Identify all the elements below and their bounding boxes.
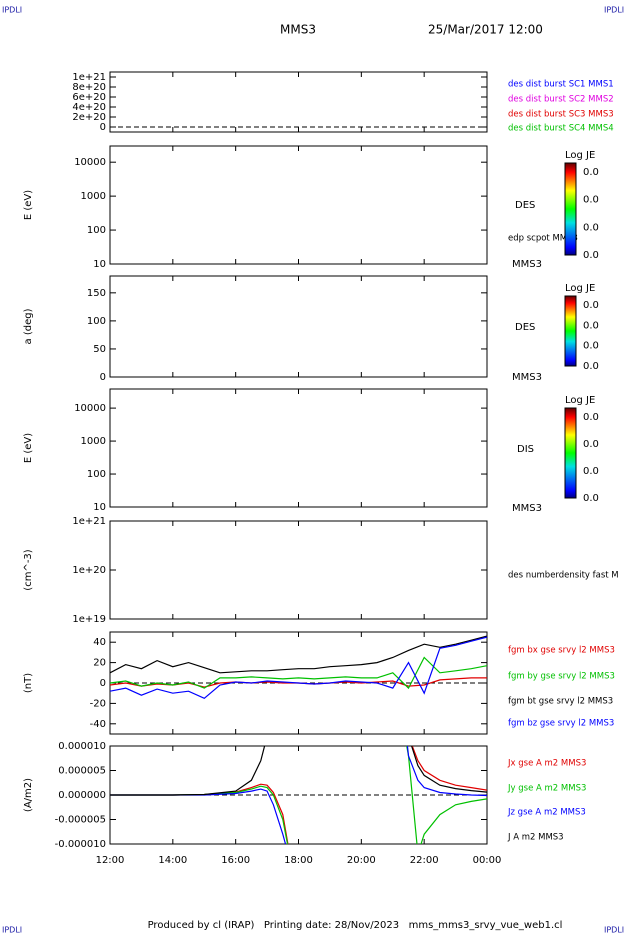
colorbar-tick-label: 0.0 [583, 439, 599, 450]
y-tick-label: 0 [100, 122, 106, 133]
y-tick-label: 20 [93, 658, 106, 669]
annotation: DIS [517, 444, 534, 455]
y-tick-label: 1e+21 [72, 516, 106, 527]
colorbar [564, 162, 577, 256]
annotation: DES [515, 322, 535, 333]
date: 25/Mar/2017 12:00 [428, 23, 543, 37]
y-axis-label: E (eV) [23, 190, 34, 220]
annotation: MMS3 [512, 503, 542, 514]
panel-frame [109, 520, 488, 620]
legend-entry: des dist burst SC1 MMS1 [508, 80, 614, 90]
annotation: edp scpot MMS3 [508, 234, 578, 244]
colorbar-tick-label: 0.0 [583, 466, 599, 477]
corner-label: IPDLI [604, 6, 624, 15]
x-tick-label: 22:00 [410, 855, 439, 866]
colorbar [564, 295, 577, 367]
corner-label: IPDLI [2, 6, 22, 15]
legend-entry: Jy gse A m2 MMS3 [507, 784, 586, 794]
annotation: MMS3 [512, 259, 542, 270]
series-line [110, 656, 487, 690]
colorbar-tick-label: 0.0 [583, 341, 599, 352]
y-tick-label: 10000 [74, 157, 106, 168]
y-tick-label: 0.000010 [58, 741, 106, 752]
colorbar-tick-label: 0.0 [583, 320, 599, 331]
x-tick-label: 20:00 [347, 855, 376, 866]
y-tick-label: -0.000005 [55, 815, 106, 826]
y-tick-label: 1e+20 [72, 565, 106, 576]
y-tick-label: 100 [87, 225, 106, 236]
y-tick-label: 10000 [74, 403, 106, 414]
y-axis-label: (cm^-3) [23, 549, 34, 590]
legend-entry: Jx gse A m2 MMS3 [507, 759, 586, 769]
y-tick-label: 1e+19 [72, 614, 106, 625]
colorbar-label: Log JE [565, 283, 595, 294]
colorbar [564, 407, 577, 499]
y-tick-label: 40 [93, 637, 106, 648]
colorbar-tick-label: 0.0 [583, 493, 599, 504]
colorbar-tick-label: 0.0 [583, 412, 599, 423]
y-axis-label: (nT) [23, 673, 34, 693]
legend-entry: fgm by gse srvy l2 MMS3 [508, 672, 615, 682]
colorbar-tick-label: 0.0 [583, 222, 599, 233]
series-line [110, 635, 487, 674]
colorbar-tick-label: 0.0 [583, 361, 599, 372]
legend-entry: des dist burst SC2 MMS2 [508, 95, 614, 105]
legend-entry: des dist burst SC3 MMS3 [508, 110, 614, 120]
panel-frame [109, 145, 488, 265]
x-tick-label: 18:00 [284, 855, 313, 866]
annotation: MMS3 [512, 372, 542, 383]
x-tick-label: 14:00 [158, 855, 187, 866]
y-tick-label: 150 [87, 288, 106, 299]
y-tick-label: 8e+20 [72, 82, 106, 93]
footer: Produced by cl (IRAP) Printing date: 28/… [148, 920, 563, 931]
legend-entry: J A m2 MMS3 [507, 833, 564, 843]
corner-label: IPDLI [2, 926, 22, 934]
colorbar-tick-label: 0.0 [583, 250, 599, 261]
y-tick-label: 0 [100, 678, 106, 689]
x-tick-label: 00:00 [473, 855, 502, 866]
panel-frame [109, 388, 488, 508]
legend-entry: Jz gse A m2 MMS3 [507, 808, 586, 818]
y-tick-label: 1000 [81, 191, 106, 202]
panel-frame [109, 275, 488, 378]
y-axis-label: a (deg) [23, 308, 34, 344]
y-tick-label: 2e+20 [72, 112, 106, 123]
colorbar-tick-label: 0.0 [583, 167, 599, 178]
y-tick-label: 4e+20 [72, 102, 106, 113]
y-axis-label: (A/m2) [23, 778, 34, 812]
legend-entry: fgm bz gse srvy l2 MMS3 [508, 719, 614, 729]
y-tick-label: -40 [90, 719, 106, 730]
x-tick-label: 12:00 [96, 855, 125, 866]
x-tick-label: 16:00 [221, 855, 250, 866]
series-line [110, 636, 487, 700]
legend-entry: fgm bx gse srvy l2 MMS3 [508, 646, 615, 656]
y-tick-label: 6e+20 [72, 92, 106, 103]
colorbar-tick-label: 0.0 [583, 195, 599, 206]
colorbar-label: Log JE [565, 150, 595, 161]
corner-label: IPDLI [604, 926, 624, 934]
annotation: des numberdensity fast M [508, 571, 619, 581]
y-tick-label: 1000 [81, 436, 106, 447]
annotation: DES [515, 200, 535, 211]
y-tick-label: 10 [93, 259, 106, 270]
y-tick-label: 50 [93, 344, 106, 355]
y-tick-label: 1e+21 [72, 72, 106, 83]
y-tick-label: 10 [93, 502, 106, 513]
series-line [110, 746, 487, 796]
y-axis-label: E (eV) [23, 433, 34, 463]
legend-entry: fgm bt gse srvy l2 MMS3 [508, 697, 613, 707]
y-tick-label: 0.000005 [58, 766, 106, 777]
y-tick-label: 100 [87, 316, 106, 327]
y-tick-label: -0.000010 [55, 839, 106, 850]
spacecraft: MMS3 [280, 23, 316, 37]
panel-frame [109, 71, 488, 133]
legend-entry: des dist burst SC4 MMS4 [508, 124, 614, 134]
y-tick-label: 0.000000 [58, 790, 106, 801]
colorbar-label: Log JE [565, 395, 595, 406]
y-tick-label: 0 [100, 372, 106, 383]
colorbar-tick-label: 0.0 [583, 300, 599, 311]
y-tick-label: 100 [87, 469, 106, 480]
y-tick-label: -20 [90, 698, 106, 709]
